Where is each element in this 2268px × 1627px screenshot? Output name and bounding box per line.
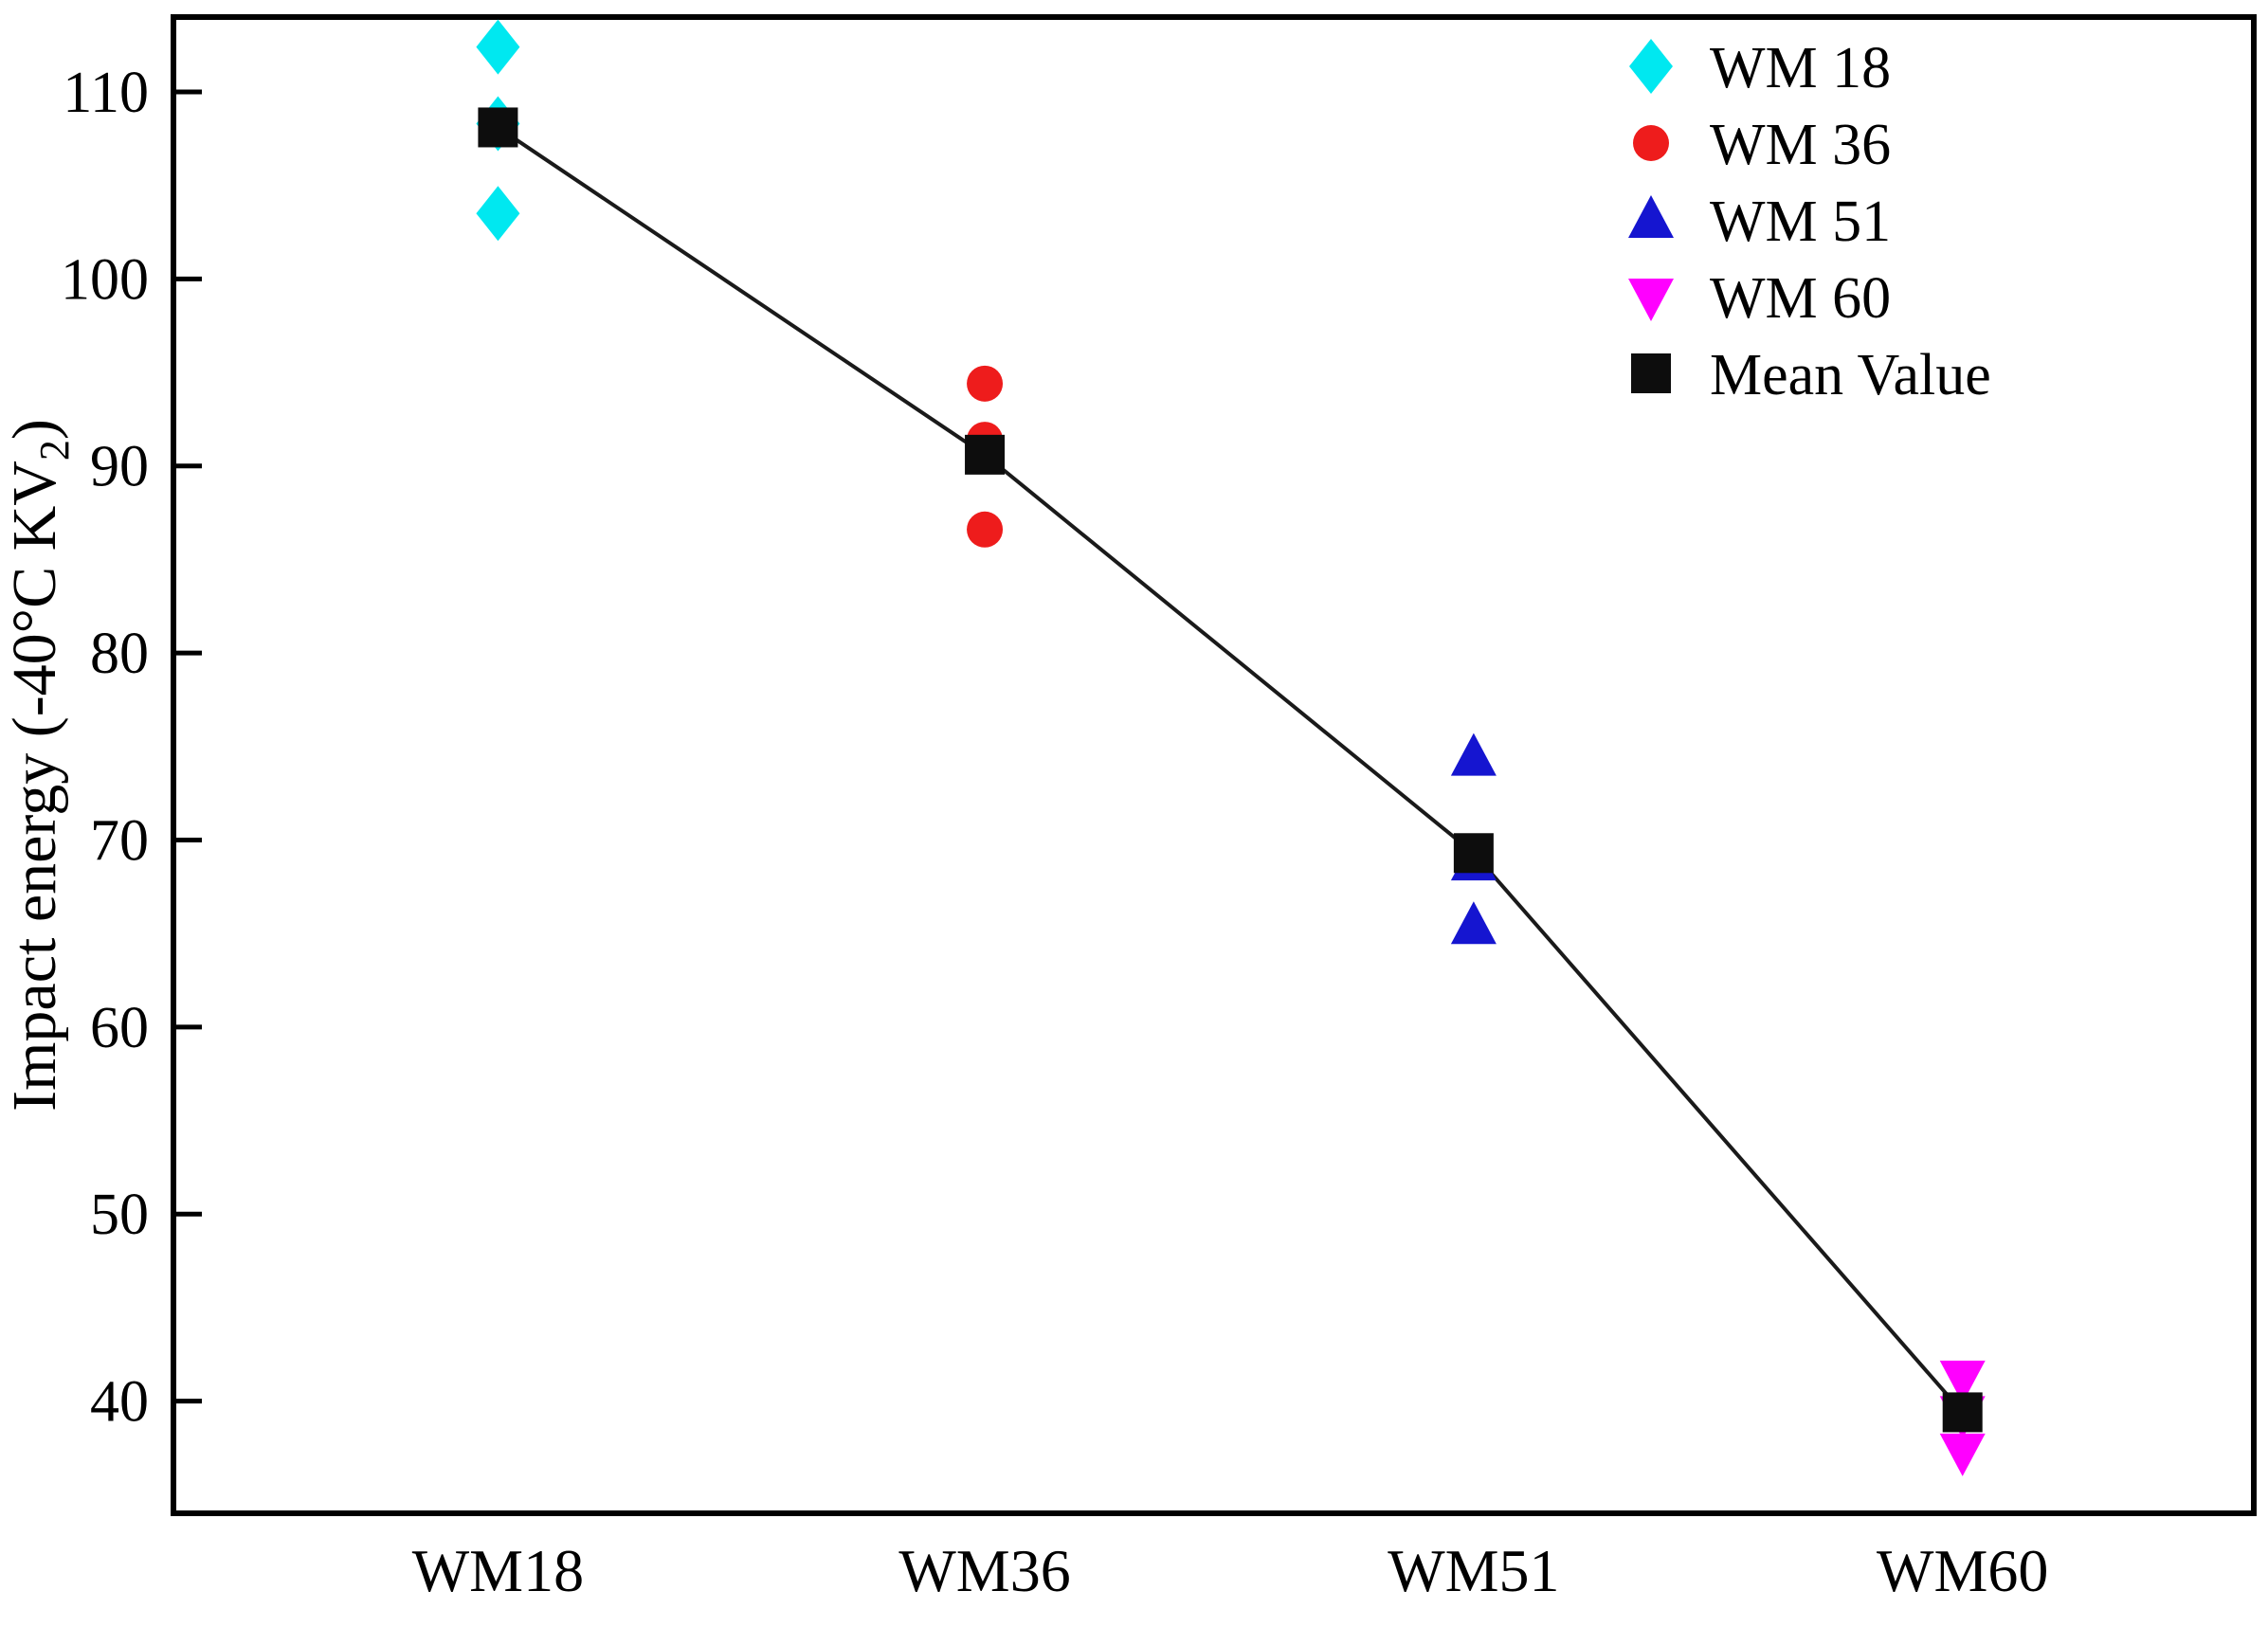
y-axis-title: Impact energy (-40°C KV2) — [0, 419, 78, 1112]
data-point-wm-18 — [476, 19, 520, 75]
legend-marker-triangle-down — [1628, 279, 1674, 321]
plot-frame — [171, 14, 2257, 1516]
y-axis-tick-label: 50 — [90, 1183, 149, 1247]
data-point-wm-18 — [476, 186, 520, 242]
data-point-mean-value — [478, 107, 518, 148]
y-axis-tick-label: 40 — [90, 1370, 149, 1435]
data-point-wm-51 — [1450, 732, 1497, 776]
data-point-wm-36 — [967, 511, 1004, 548]
data-point-mean-value — [965, 434, 1006, 475]
legend-marker-triangle-up — [1628, 195, 1674, 238]
legend-marker-circle — [1633, 125, 1669, 161]
y-axis-tick-label: 100 — [61, 247, 149, 312]
legend-label: WM 36 — [1710, 113, 1891, 177]
y-axis-tick-label: 90 — [90, 435, 149, 499]
data-point-mean-value — [1453, 833, 1494, 874]
legend-marker-diamond — [1629, 39, 1673, 94]
data-point-mean-value — [1942, 1392, 1983, 1433]
data-point-wm-60 — [1939, 1433, 1986, 1476]
legend-label: WM 18 — [1710, 36, 1891, 100]
y-axis-tick-label: 80 — [90, 622, 149, 686]
x-axis-category-label: WM51 — [1388, 1537, 1559, 1604]
x-axis-category-label: WM36 — [898, 1537, 1070, 1604]
legend-label: Mean Value — [1710, 343, 1991, 407]
mean-line — [497, 125, 1965, 1414]
data-point-wm-36 — [967, 365, 1004, 402]
x-axis-category-label: WM60 — [1877, 1537, 2048, 1604]
y-axis-tick-label: 70 — [90, 808, 149, 873]
legend-marker-square — [1631, 353, 1671, 393]
legend-label: WM 60 — [1710, 266, 1891, 331]
y-axis-tick-label: 60 — [90, 996, 149, 1060]
data-point-wm-51 — [1450, 901, 1497, 945]
y-axis-tick-label: 110 — [63, 61, 149, 125]
data-point-wm-60 — [1939, 1360, 1986, 1403]
x-axis-category-label: WM18 — [412, 1537, 584, 1604]
legend-label: WM 51 — [1710, 190, 1891, 254]
